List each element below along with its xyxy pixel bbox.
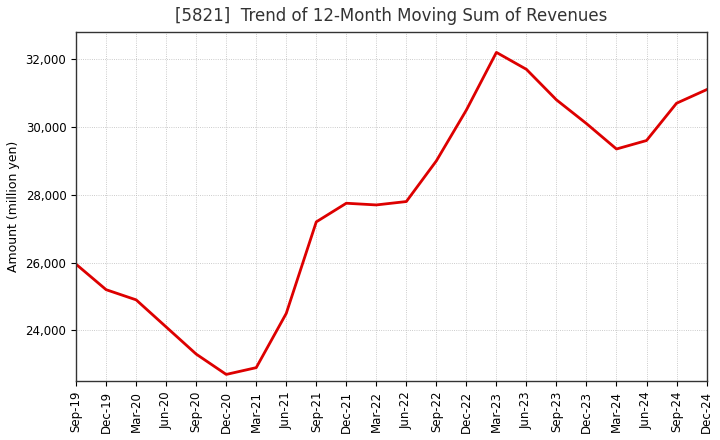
Y-axis label: Amount (million yen): Amount (million yen) — [7, 141, 20, 272]
Title: [5821]  Trend of 12-Month Moving Sum of Revenues: [5821] Trend of 12-Month Moving Sum of R… — [175, 7, 608, 25]
